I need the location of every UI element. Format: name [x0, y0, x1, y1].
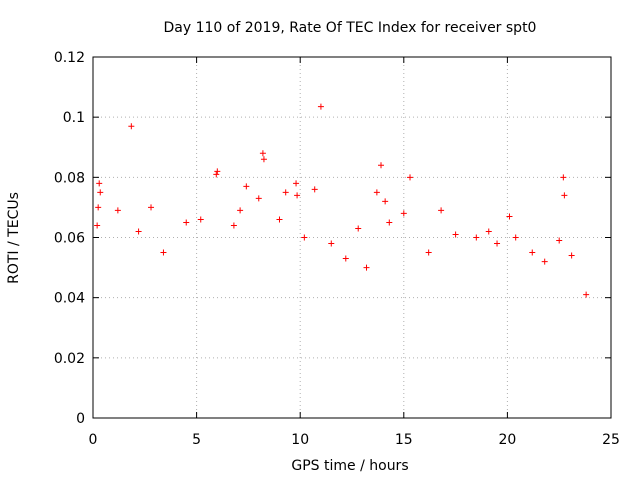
data-point [485, 228, 492, 235]
data-point [328, 240, 335, 247]
grid [93, 57, 611, 418]
x-tick-label: 0 [89, 432, 98, 448]
data-point [301, 234, 308, 241]
data-point [255, 195, 262, 202]
data-point [276, 216, 283, 223]
data-point [237, 207, 244, 214]
data-point [506, 213, 513, 220]
x-tick-label: 15 [395, 432, 413, 448]
data-point [473, 234, 480, 241]
x-tick-label: 25 [602, 432, 620, 448]
data-point [214, 168, 221, 175]
y-tick-label: 0.04 [54, 291, 85, 307]
data-point [293, 180, 300, 187]
data-point [556, 237, 563, 244]
data-point [355, 225, 362, 232]
data-point [230, 222, 237, 229]
y-tick-label: 0 [76, 411, 85, 427]
data-point [183, 219, 190, 226]
y-tick-label: 0.12 [54, 50, 85, 66]
y-tick-label: 0.06 [54, 231, 85, 247]
data-point [512, 234, 519, 241]
data-point [400, 210, 407, 217]
data-point [197, 216, 204, 223]
data-point [94, 222, 101, 229]
data-point [95, 204, 102, 211]
data-point [213, 171, 220, 178]
x-tick-label: 20 [498, 432, 516, 448]
data-point [282, 189, 289, 196]
data-point [568, 252, 575, 259]
data-point [494, 240, 501, 247]
data-point [317, 103, 324, 110]
y-tick-label: 0.1 [63, 110, 85, 126]
data-point [260, 156, 267, 163]
y-axis-ticks: 0 0.02 0.04 0.06 0.08 0.1 0.12 [54, 50, 611, 427]
data-point [561, 192, 568, 199]
data-point [342, 255, 349, 262]
data-point [373, 189, 380, 196]
data-point [128, 123, 135, 130]
data-point [160, 249, 167, 256]
y-tick-label: 0.02 [54, 351, 85, 367]
data-point [529, 249, 536, 256]
data-point [452, 231, 459, 238]
x-axis-title: GPS time / hours [291, 458, 408, 474]
data-point [243, 183, 250, 190]
data-point [425, 249, 432, 256]
data-point [378, 162, 385, 169]
x-tick-label: 10 [291, 432, 309, 448]
data-point [560, 174, 567, 181]
x-axis-ticks: 0 5 10 15 20 25 [89, 57, 620, 448]
data-point [382, 198, 389, 205]
data-point [541, 258, 548, 265]
data-point [114, 207, 121, 214]
data-point [363, 264, 370, 271]
data-point [438, 207, 445, 214]
data-point [294, 192, 301, 199]
data-markers [94, 103, 590, 298]
data-point [311, 186, 318, 193]
data-point [583, 291, 590, 298]
data-point [96, 180, 103, 187]
chart-title: Day 110 of 2019, Rate Of TEC Index for r… [164, 20, 537, 36]
data-point [97, 189, 104, 196]
data-point [148, 204, 155, 211]
data-point [386, 219, 393, 226]
data-point [135, 228, 142, 235]
y-axis-title: ROTI / TECUs [6, 192, 22, 284]
y-tick-label: 0.08 [54, 170, 85, 186]
x-tick-label: 5 [192, 432, 201, 448]
data-point [407, 174, 414, 181]
data-point [259, 150, 266, 157]
